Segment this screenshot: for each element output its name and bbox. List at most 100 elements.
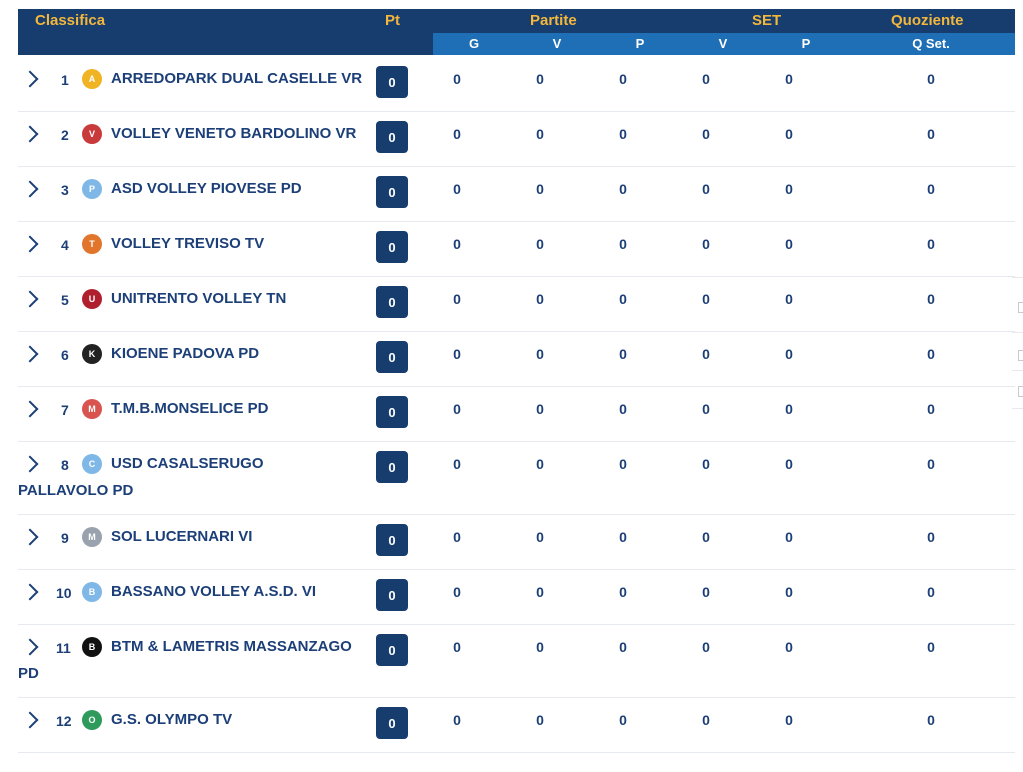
stat-games: 0 (453, 639, 461, 655)
team-name[interactable]: UNITRENTO VOLLEY TN (111, 290, 287, 307)
team-name[interactable]: G.S. OLYMPO TV (111, 711, 233, 728)
standings-row[interactable]: 5 U UNITRENTO VOLLEY TN 0 0 0 0 0 0 0 (18, 276, 1015, 332)
header-pt: Pt (385, 12, 400, 29)
team-name-continued[interactable]: PALLAVOLO PD (18, 482, 134, 499)
expand-chevron-icon[interactable] (21, 70, 39, 88)
standings-row[interactable]: 8 C USD CASALSERUGO PALLAVOLO PD 0 0 0 0 0 0 0 (18, 441, 1015, 515)
standings-row[interactable]: 3 P ASD VOLLEY PIOVESE PD 0 0 0 0 0 0 0 (18, 166, 1015, 222)
stat-wins: 0 (536, 529, 544, 545)
stat-games: 0 (453, 236, 461, 252)
header-quoziente: Quoziente (891, 12, 964, 29)
expand-chevron-icon[interactable] (21, 125, 39, 143)
expand-chevron-icon[interactable] (21, 180, 39, 198)
subheader-qset: Q Set. (912, 36, 950, 51)
expand-chevron-icon[interactable] (21, 583, 39, 601)
team-name-continued[interactable]: PD (18, 665, 39, 682)
standings-row[interactable]: 2 V VOLLEY VENETO BARDOLINO VR 0 0 0 0 0 0 0 (18, 111, 1015, 167)
stat-sets-won: 0 (702, 639, 710, 655)
points-badge: 0 (376, 231, 408, 263)
subheader-set-v: V (718, 36, 728, 51)
expand-chevron-icon[interactable] (21, 290, 39, 308)
table-subheader: G V P V P Q Set. (18, 33, 1015, 55)
position-number: 4 (61, 237, 69, 253)
stat-set-ratio: 0 (927, 126, 935, 142)
team-name[interactable]: USD CASALSERUGO (111, 455, 264, 472)
team-name[interactable]: T.M.B.MONSELICE PD (111, 400, 269, 417)
standings-row[interactable]: 11 B BTM & LAMETRIS MASSANZAGO PD 0 0 0 0 0 0 0 (18, 624, 1015, 698)
stat-losses: 0 (619, 236, 627, 252)
expand-chevron-icon[interactable] (21, 711, 39, 729)
stat-sets-lost: 0 (785, 291, 793, 307)
points-badge: 0 (376, 451, 408, 483)
position-number: 10 (56, 585, 72, 601)
expand-chevron-icon[interactable] (21, 528, 39, 546)
standings-row[interactable]: 7 M T.M.B.MONSELICE PD 0 0 0 0 0 0 0 (18, 386, 1015, 442)
stat-set-ratio: 0 (927, 639, 935, 655)
team-logo-icon: M (82, 527, 102, 547)
standings-row[interactable]: 12 O G.S. OLYMPO TV 0 0 0 0 0 0 0 (18, 697, 1015, 753)
expand-chevron-icon[interactable] (21, 235, 39, 253)
edge-divider (1012, 370, 1023, 371)
stat-sets-won: 0 (702, 236, 710, 252)
stat-losses: 0 (619, 639, 627, 655)
stat-wins: 0 (536, 401, 544, 417)
points-badge: 0 (376, 176, 408, 208)
standings-row[interactable]: 4 T VOLLEY TREVISO TV 0 0 0 0 0 0 0 (18, 221, 1015, 277)
stat-set-ratio: 0 (927, 712, 935, 728)
standings-row[interactable]: 1 A ARREDOPARK DUAL CASELLE VR 0 0 0 0 0 0 0 (18, 56, 1015, 112)
team-logo-icon: B (82, 582, 102, 602)
stat-sets-won: 0 (702, 584, 710, 600)
header-set: SET (752, 12, 782, 29)
stat-sets-lost: 0 (785, 529, 793, 545)
stat-wins: 0 (536, 584, 544, 600)
points-badge: 0 (376, 707, 408, 739)
standings-row[interactable]: 9 M SOL LUCERNARI VI 0 0 0 0 0 0 0 (18, 514, 1015, 570)
team-name[interactable]: VOLLEY TREVISO TV (111, 235, 265, 252)
stat-sets-won: 0 (702, 346, 710, 362)
stat-losses: 0 (619, 126, 627, 142)
team-name[interactable]: ASD VOLLEY PIOVESE PD (111, 180, 302, 197)
team-name[interactable]: BASSANO VOLLEY A.S.D. VI (111, 583, 317, 600)
header-partite: Partite (530, 12, 577, 29)
team-name[interactable]: KIOENE PADOVA PD (111, 345, 260, 362)
team-logo-icon: A (82, 69, 102, 89)
stat-wins: 0 (536, 291, 544, 307)
stat-losses: 0 (619, 712, 627, 728)
stat-games: 0 (453, 71, 461, 87)
stat-set-ratio: 0 (927, 529, 935, 545)
expand-chevron-icon[interactable] (21, 400, 39, 418)
expand-chevron-icon[interactable] (21, 345, 39, 363)
expand-chevron-icon[interactable] (21, 638, 39, 656)
edge-divider (1012, 332, 1023, 333)
edge-fragment (1018, 350, 1023, 361)
stat-sets-won: 0 (702, 126, 710, 142)
stat-set-ratio: 0 (927, 181, 935, 197)
stat-losses: 0 (619, 181, 627, 197)
position-number: 5 (61, 292, 69, 308)
standings-row[interactable]: 10 B BASSANO VOLLEY A.S.D. VI 0 0 0 0 0 0 0 (18, 569, 1015, 625)
expand-chevron-icon[interactable] (21, 455, 39, 473)
stat-set-ratio: 0 (927, 346, 935, 362)
stat-sets-lost: 0 (785, 639, 793, 655)
team-name[interactable]: SOL LUCERNARI VI (111, 528, 253, 545)
team-logo-icon: K (82, 344, 102, 364)
edge-divider (1012, 277, 1023, 278)
points-badge: 0 (376, 341, 408, 373)
stat-sets-won: 0 (702, 401, 710, 417)
position-number: 1 (61, 72, 69, 88)
team-logo-icon: M (82, 399, 102, 419)
team-name[interactable]: BTM & LAMETRIS MASSANZAGO (111, 638, 352, 655)
team-name[interactable]: VOLLEY VENETO BARDOLINO VR (111, 125, 357, 142)
subheader-set-p: P (801, 36, 811, 51)
points-badge: 0 (376, 286, 408, 318)
team-name[interactable]: ARREDOPARK DUAL CASELLE VR (111, 70, 363, 87)
stat-sets-won: 0 (702, 712, 710, 728)
table-header: Classifica Pt Partite SET Quoziente (18, 9, 1015, 33)
position-number: 6 (61, 347, 69, 363)
stat-sets-lost: 0 (785, 181, 793, 197)
standings-row[interactable]: 6 K KIOENE PADOVA PD 0 0 0 0 0 0 0 (18, 331, 1015, 387)
header-classifica: Classifica (35, 12, 106, 29)
stat-wins: 0 (536, 456, 544, 472)
stat-sets-lost: 0 (785, 346, 793, 362)
subheader-g: G (468, 36, 480, 51)
